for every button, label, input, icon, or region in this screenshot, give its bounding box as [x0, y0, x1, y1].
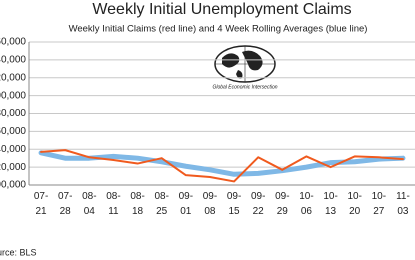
x-tick-label: 09-15 [227, 191, 241, 217]
x-tick-label: 08-11 [106, 191, 120, 217]
y-tick-label: 440,000 [0, 55, 26, 66]
x-tick-label: 08-25 [154, 191, 168, 217]
series-line [40, 149, 404, 183]
logo-text: Global Economic Intersection [212, 84, 277, 90]
series-line [38, 150, 406, 177]
x-tick-label: 10-20 [347, 191, 361, 217]
logo: Global Economic Intersection [212, 45, 278, 90]
x-tick-label: 08-04 [82, 191, 96, 217]
y-tick-label: 300,000 [0, 180, 26, 191]
x-tick-label: 07-28 [58, 191, 72, 217]
chart-subtitle: Weekly Initial Claims (red line) and 4 W… [69, 24, 368, 35]
chart-title: Weekly Initial Unemployment Claims [92, 1, 351, 18]
x-tick-label: 09-08 [203, 191, 217, 217]
y-tick-label: 360,000 [0, 126, 26, 137]
y-tick-label: 340,000 [0, 144, 26, 155]
x-tick-label: 08-18 [130, 191, 144, 217]
y-tick-label: 420,000 [0, 72, 26, 83]
source: Source: BLS [0, 247, 37, 257]
x-tick-label: 09-22 [251, 191, 265, 217]
x-tick-label: 10-27 [372, 191, 386, 217]
x-tick-label: 11-03 [396, 191, 410, 217]
y-tick-label: 460,000 [0, 37, 26, 48]
y-tick-label: 320,000 [0, 162, 26, 173]
x-tick-label: 10-06 [299, 191, 313, 217]
x-tick-label: 09-29 [275, 191, 289, 217]
x-tick-label: 09-01 [179, 191, 193, 217]
y-tick-label: 400,000 [0, 90, 26, 101]
x-tick-label: 10-13 [323, 191, 337, 217]
x-tick-label: 07-21 [34, 191, 48, 217]
y-tick-label: 380,000 [0, 108, 26, 119]
